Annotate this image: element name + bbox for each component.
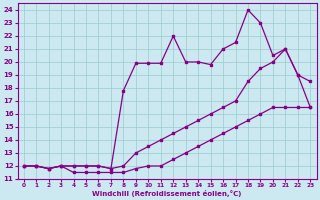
X-axis label: Windchill (Refroidissement éolien,°C): Windchill (Refroidissement éolien,°C): [92, 190, 242, 197]
